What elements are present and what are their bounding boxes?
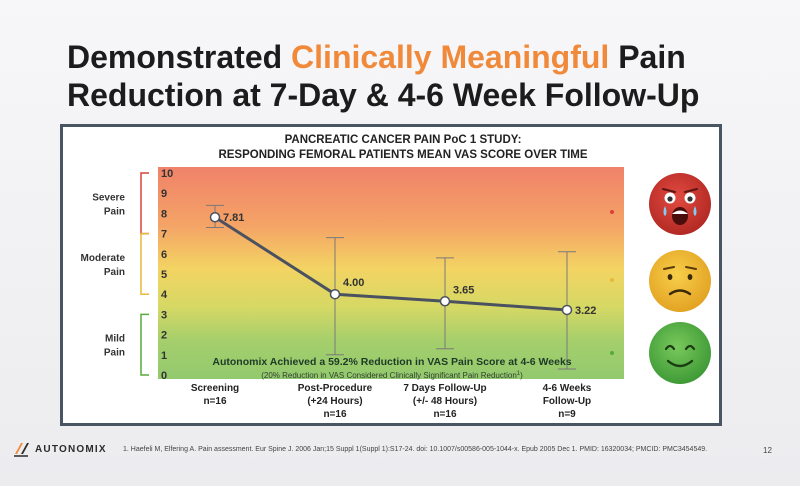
- data-point: [561, 304, 573, 316]
- y-tick-label: 5: [161, 269, 167, 281]
- y-tick-label: 2: [161, 330, 167, 342]
- y-axis: 0 1 2 3 4 5 6 7 8 9 10: [161, 168, 173, 382]
- annotation-sub: (20% Reduction in VAS Considered Clinica…: [261, 371, 523, 380]
- vas-chart: PANCREATIC CANCER PAIN PoC 1 STUDY: RESP…: [81, 134, 711, 420]
- y-tick-label: 3: [161, 309, 167, 321]
- y-tick-label: 0: [161, 370, 167, 382]
- pain-level-brackets: Severe Pain Moderate Pain Mild Pain: [81, 172, 149, 376]
- mild-pain-bracket: [140, 313, 149, 376]
- moderate-pain-label: Moderate: [81, 253, 126, 264]
- footer-reference: 1. Haefeli M, Elfering A. Pain assessmen…: [123, 446, 708, 453]
- y-tick-label: 10: [161, 168, 173, 180]
- logo-mark-icon: [14, 443, 29, 457]
- mild-indicator-dot: [610, 351, 614, 355]
- title-accent: Clinically Meaningful: [291, 39, 610, 75]
- title-part2: Pain: [609, 39, 686, 75]
- severe-indicator-dot: [610, 210, 614, 214]
- y-tick-label: 9: [161, 188, 167, 200]
- series-line: [214, 215, 568, 312]
- chart-title-line1: PANCREATIC CANCER PAIN PoC 1 STUDY:: [285, 134, 522, 146]
- y-tick-label: 7: [161, 229, 167, 241]
- frowning-face-icon: [649, 250, 711, 312]
- data-label: 7.81: [223, 212, 244, 224]
- y-tick-label: 6: [161, 249, 167, 261]
- logo-text: AUTONOMIX: [35, 443, 107, 455]
- slide-title: Demonstrated Clinically Meaningful Pain …: [67, 38, 699, 114]
- y-tick-label: 4: [161, 289, 168, 301]
- x-category-label: n=16: [433, 409, 457, 420]
- page-number: 12: [763, 446, 772, 455]
- data-label: 4.00: [343, 277, 364, 289]
- x-category-label: (+/- 48 Hours): [413, 396, 477, 407]
- data-label: 3.22: [575, 305, 596, 317]
- chart-title-line2: RESPONDING FEMORAL PATIENTS MEAN VAS SCO…: [218, 149, 587, 161]
- x-category-label: Screening: [191, 383, 239, 394]
- company-logo: AUTONOMIX: [12, 438, 107, 460]
- x-category-label: n=16: [203, 396, 227, 407]
- title-part1: Demonstrated: [67, 39, 292, 75]
- error-bars: [206, 204, 576, 370]
- data-point: [329, 288, 341, 300]
- plot-area: [158, 167, 624, 379]
- data-point: [439, 296, 451, 307]
- annotation-main: Autonomix Achieved a 59.2% Reduction in …: [212, 356, 571, 368]
- y-tick-label: 1: [161, 350, 167, 362]
- data-label: 3.65: [453, 284, 474, 296]
- data-points: 7.81 4.00 3.65 3.22: [209, 211, 596, 317]
- x-category-label: 4-6 Weeks: [543, 383, 592, 394]
- moderate-pain-label-2: Pain: [104, 267, 125, 278]
- data-point: [209, 211, 221, 223]
- smiling-face-icon: [649, 322, 711, 384]
- severe-pain-bracket: [140, 172, 149, 235]
- moderate-indicator-dot: [610, 278, 614, 282]
- severe-pain-label: Severe: [92, 192, 125, 203]
- mild-pain-label-2: Pain: [104, 348, 125, 359]
- x-category-label: n=16: [323, 409, 347, 420]
- x-category-label: Follow-Up: [543, 396, 591, 407]
- x-category-label: n=9: [558, 409, 576, 420]
- crying-face-icon: [649, 173, 711, 235]
- x-category-label: (+24 Hours): [307, 396, 362, 407]
- level-indicator-dots: [610, 210, 614, 355]
- title-line2: Reduction at 7-Day & 4-6 Week Follow-Up: [67, 77, 700, 113]
- x-axis-labels: Screening n=16 Post-Procedure (+24 Hours) n=…: [191, 383, 592, 420]
- moderate-pain-bracket: [140, 232, 149, 295]
- chart-panel: PANCREATIC CANCER PAIN PoC 1 STUDY: RESP…: [60, 124, 722, 426]
- mild-pain-label: Mild: [105, 334, 125, 345]
- severe-pain-label-2: Pain: [104, 206, 125, 217]
- x-category-label: Post-Procedure: [298, 383, 373, 394]
- y-tick-label: 8: [161, 208, 167, 220]
- x-category-label: 7 Days Follow-Up: [403, 383, 486, 394]
